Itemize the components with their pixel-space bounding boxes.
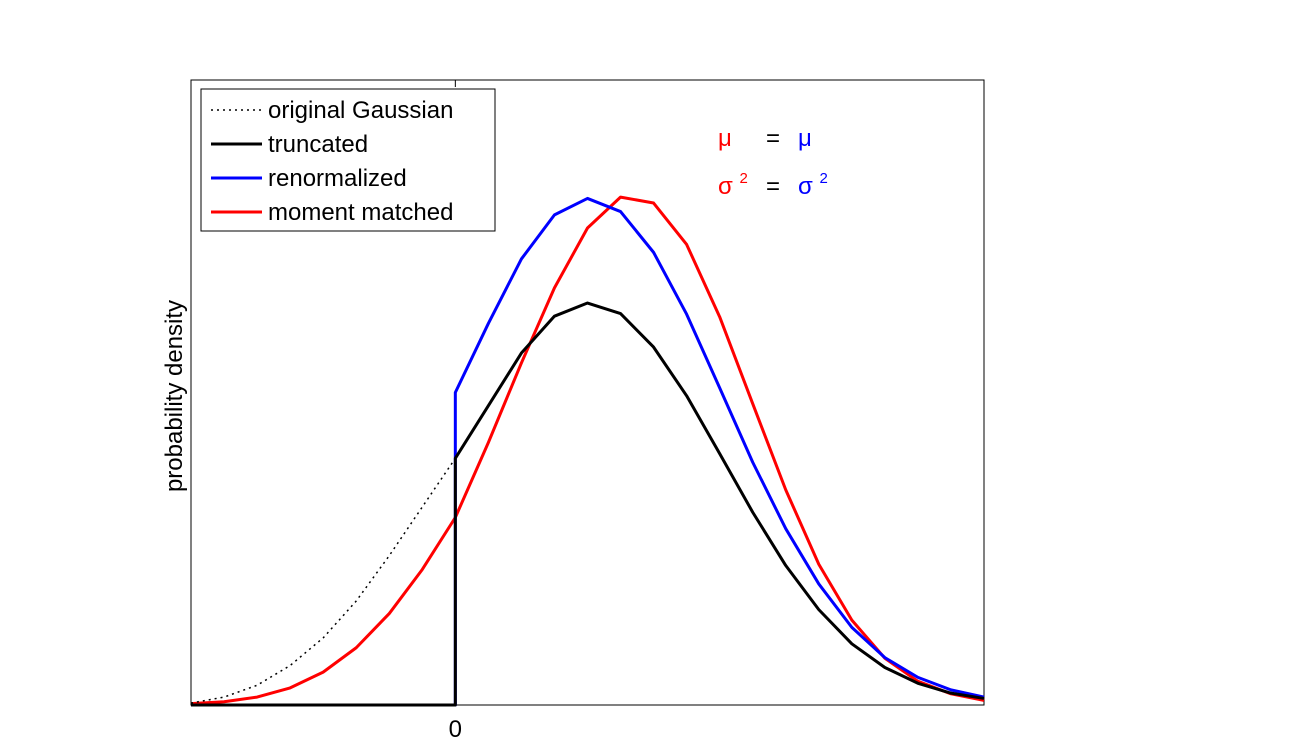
annotation-mu-left: μ [718,125,732,152]
x-tick-label: 0 [449,716,462,743]
legend-label-renormalized: renormalized [268,165,407,192]
annotation-sigma-eq: = [766,173,780,200]
annotation-sigma-left-sup: 2 [739,170,747,187]
series-line-renormalized [191,196,985,707]
annotation-sigma-right: σ [798,173,813,200]
series-line-moment-matched [190,195,985,706]
annotation-mu: μ = μ [718,125,812,152]
annotations: μ = μ σ 2 = σ 2 [718,125,828,200]
series-line-truncated [191,301,985,707]
series-layer [190,195,985,707]
annotation-mu-eq: = [766,125,780,152]
annotation-mu-right: μ [798,125,812,152]
y-axis-label: probability density [161,300,188,492]
annotation-sigma: σ 2 = σ 2 [718,162,828,200]
legend-label-original-gaussian: original Gaussian [268,97,453,124]
series-line-original-gaussian [190,457,456,704]
legend: original Gaussian truncated renormalized mo… [200,88,496,232]
legend-label-truncated: truncated [268,131,368,158]
legend-box [200,88,496,232]
x-axis: 0 [449,80,462,743]
annotation-sigma-left: σ [718,173,733,200]
legend-label-moment-matched: moment matched [268,199,453,226]
annotation-sigma-right-sup: 2 [819,170,827,187]
